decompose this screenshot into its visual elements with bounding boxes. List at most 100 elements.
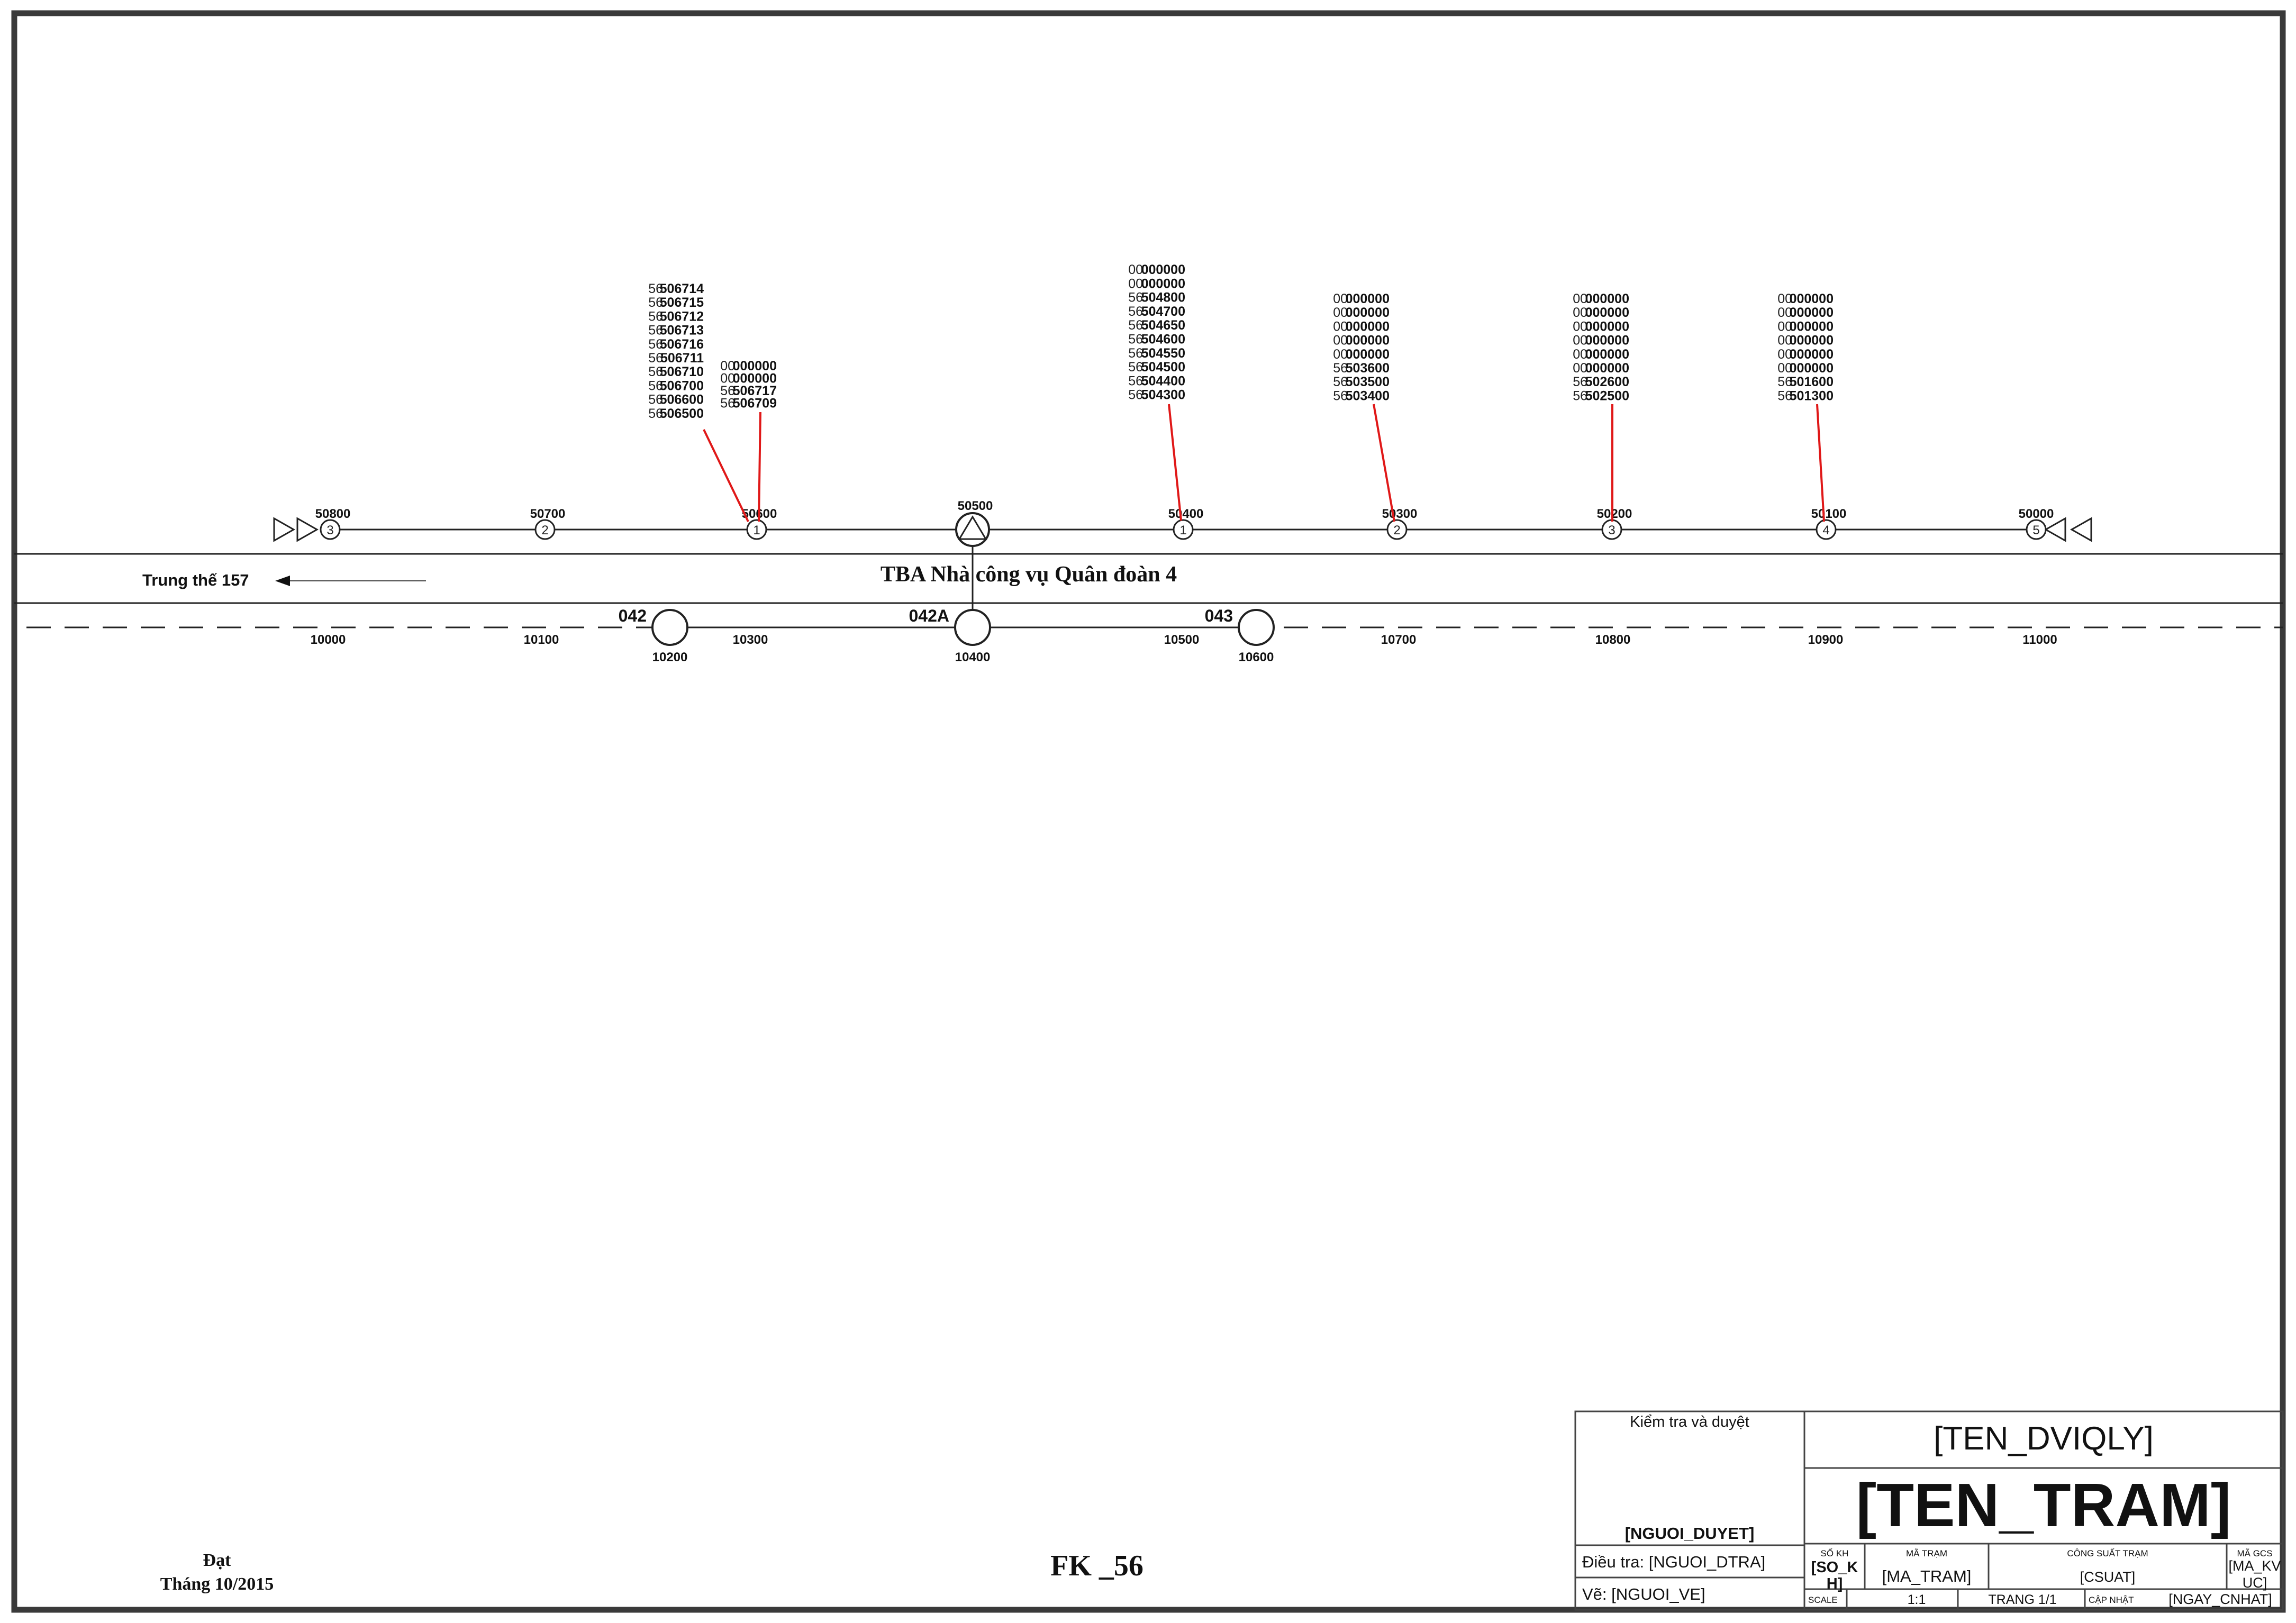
- meter-prefix: 56: [1333, 375, 1348, 389]
- source-arrow-left-icon: [296, 517, 319, 542]
- meter-prefix: 56: [648, 406, 663, 421]
- meter-code: 504700: [1141, 304, 1185, 319]
- meter-prefix: 00: [1573, 291, 1587, 306]
- meter-code: 000000: [733, 371, 777, 386]
- meter-code: 000000: [1346, 347, 1390, 362]
- meter-prefix: 00: [1128, 276, 1143, 291]
- mv-section-label: 10300: [733, 633, 768, 647]
- ma-gcs-value-cont: UC]: [2243, 1575, 2267, 1591]
- meter-code: 000000: [1585, 333, 1629, 348]
- meter-code: 000000: [1141, 262, 1185, 277]
- meter-code: 000000: [1585, 347, 1629, 362]
- meter-code: 506600: [660, 393, 704, 407]
- pole-number: 2: [1393, 523, 1400, 537]
- meter-prefix: 00: [1573, 319, 1587, 334]
- meter-code: 506716: [660, 337, 704, 352]
- meter-code: 000000: [1585, 319, 1629, 334]
- meter-prefix: 00: [1777, 347, 1792, 362]
- meter-code: 502500: [1585, 388, 1629, 403]
- drawing-code: FK _56: [1050, 1549, 1144, 1582]
- meter-prefix: 56: [648, 364, 663, 379]
- meter-code: 506712: [660, 309, 704, 324]
- meter-code: 000000: [1346, 319, 1390, 334]
- meter-code: 000000: [1346, 333, 1390, 348]
- distribution-transformer-icon: [955, 512, 990, 547]
- source-arrow-right-icon: [2070, 517, 2092, 542]
- meter-prefix: 56: [1128, 318, 1143, 333]
- meter-prefix: 00: [1573, 347, 1587, 362]
- meter-prefix: 00: [720, 359, 735, 373]
- meter-prefix: 56: [1777, 388, 1792, 403]
- cong-suat-label: CÔNG SUẤT TRẠM: [2067, 1548, 2148, 1558]
- meter-code: 503600: [1346, 361, 1390, 376]
- pole-id-label: 50700: [530, 507, 566, 521]
- meter-prefix: 56: [1573, 375, 1587, 389]
- meter-prefix: 56: [648, 295, 663, 310]
- lv-pole-node: [1173, 519, 1194, 540]
- reviewer-name: [NGUOI_DUYET]: [1625, 1524, 1755, 1543]
- lv-pole-node: [534, 519, 556, 540]
- meter-code: 504600: [1141, 332, 1185, 347]
- mv-section-label: 10500: [1164, 633, 1200, 647]
- meter-code: 504500: [1141, 360, 1185, 375]
- mv-pole-icon: [651, 609, 688, 646]
- title-block: [1574, 1410, 2284, 1611]
- pole-number: 2: [541, 523, 548, 537]
- unit-name: [TEN_DVIQLY]: [1934, 1420, 2154, 1457]
- pole-id-label: 50800: [315, 507, 351, 521]
- meter-code: 000000: [1585, 305, 1629, 320]
- meter-prefix: 56: [1128, 360, 1143, 375]
- meter-code: 000000: [1790, 291, 1834, 306]
- meter-prefix: 56: [1128, 373, 1143, 388]
- source-arrow-right-icon: [2044, 517, 2066, 542]
- service-lead-line: [1168, 404, 1182, 521]
- lv-pole-node: [1816, 519, 1837, 540]
- meter-code: 000000: [1790, 361, 1834, 376]
- pole-id-label: 50200: [1597, 507, 1632, 521]
- mv-pole-code: 043: [1205, 606, 1233, 625]
- meter-code: 000000: [1790, 333, 1834, 348]
- mv-pole-id: 10600: [1239, 650, 1274, 664]
- meter-code: 504800: [1141, 290, 1185, 305]
- meter-prefix: 56: [648, 393, 663, 407]
- meter-prefix: 00: [1333, 347, 1348, 362]
- meter-code: 506710: [660, 364, 704, 379]
- mv-section-label: 10000: [311, 633, 346, 647]
- meter-prefix: 00: [1573, 333, 1587, 348]
- meter-code: 504300: [1141, 388, 1185, 403]
- meter-prefix: 56: [1128, 290, 1143, 305]
- so-kh-label: SỐ KH: [1821, 1548, 1849, 1558]
- meter-code: 506713: [660, 323, 704, 338]
- mv-section-label: 10700: [1381, 633, 1417, 647]
- mv-pole-id: 10400: [955, 650, 991, 664]
- meter-code: 506711: [660, 351, 704, 366]
- meter-code: 000000: [1346, 305, 1390, 320]
- meter-prefix: 56: [720, 384, 735, 398]
- survey-by: Điều tra: [NGUOI_DTRA]: [1582, 1553, 1765, 1571]
- source-arrow-left-icon: [273, 517, 296, 542]
- service-lead-line: [703, 429, 749, 522]
- meter-code: 503500: [1346, 375, 1390, 389]
- meter-code: 506700: [660, 378, 704, 393]
- meter-prefix: 56: [648, 378, 663, 393]
- ma-tram-value: [MA_TRAM]: [1882, 1567, 1972, 1585]
- mv-pole-code: 042: [619, 606, 647, 625]
- so-kh-value: [SO_K: [1811, 1559, 1858, 1576]
- meter-prefix: 00: [1333, 305, 1348, 320]
- mv-pole-code: 042A: [909, 606, 950, 625]
- mv-pole-icon: [954, 609, 991, 646]
- so-kh-value-cont: H]: [1827, 1575, 1843, 1592]
- meter-prefix: 56: [1573, 388, 1587, 403]
- pole-number: 3: [1608, 523, 1615, 537]
- meter-prefix: 56: [648, 337, 663, 352]
- pole-number: 1: [753, 523, 760, 537]
- cong-suat-value: [CSUAT]: [2080, 1569, 2136, 1585]
- meter-prefix: 56: [1128, 346, 1143, 361]
- mv-pole-id: 10200: [652, 650, 688, 664]
- station-name: [TEN_TRAM]: [1856, 1471, 2231, 1539]
- meter-prefix: 56: [648, 309, 663, 324]
- meter-prefix: 56: [1128, 388, 1143, 403]
- service-lead-line: [1816, 404, 1825, 522]
- scale-label: SCALE: [1808, 1595, 1838, 1605]
